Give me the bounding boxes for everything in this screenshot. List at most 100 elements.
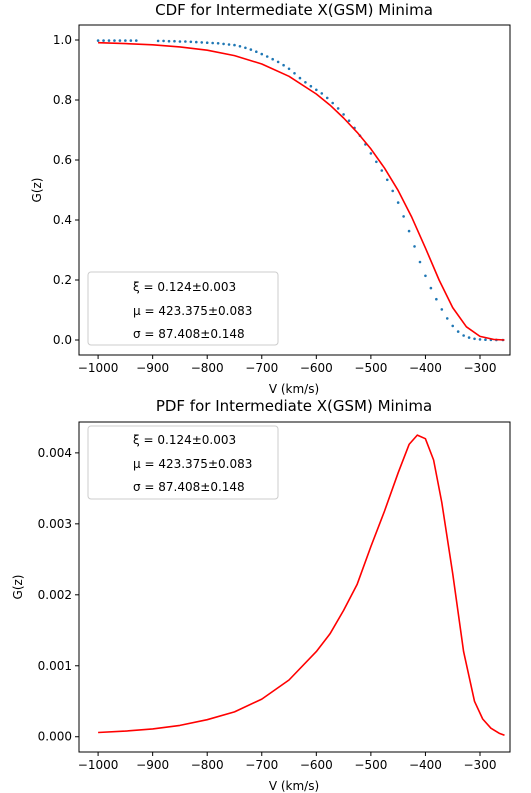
cdf-data-point: [178, 40, 182, 43]
cdf-data-point: [440, 308, 444, 311]
cdf-ytick-label: 0.8: [53, 93, 72, 107]
cdf-legend: ξ = 0.124±0.003 μ = 423.375±0.083 σ = 87…: [87, 271, 279, 346]
cdf-data-point: [216, 42, 220, 45]
cdf-data-point: [282, 63, 285, 67]
cdf-data-point: [271, 57, 274, 61]
cdf-data-point: [249, 48, 253, 51]
pdf-xtick-label: −700: [245, 758, 278, 772]
cdf-data-point: [129, 39, 133, 42]
cdf-data-point: [96, 39, 100, 42]
cdf-data-point: [107, 39, 111, 42]
cdf-data-point: [211, 41, 214, 45]
cdf-data-point: [173, 39, 176, 43]
cdf-data-point: [167, 39, 171, 43]
pdf-legend: ξ = 0.124±0.003 μ = 423.375±0.083 σ = 87…: [87, 425, 279, 500]
cdf-data-point: [418, 260, 422, 264]
pdf-fit-line: [98, 434, 505, 737]
pdf-legend-box: [87, 425, 279, 500]
cdf-data-point: [375, 160, 378, 164]
cdf-data-point: [255, 50, 258, 53]
cdf-xtick-label: −800: [191, 361, 224, 375]
pdf-ylabel: G(z): [11, 575, 25, 600]
cdf-data-point: [336, 107, 340, 110]
cdf-ylabel: G(z): [30, 178, 44, 203]
cdf-data-point: [194, 40, 198, 44]
pdf-ytick-label: 0.001: [38, 659, 72, 673]
cdf-data-point: [205, 41, 209, 44]
cdf-data-point: [113, 39, 116, 42]
cdf-ytick-label: 0.0: [53, 333, 72, 347]
cdf-data-point: [473, 337, 476, 341]
cdf-legend-box: [87, 271, 279, 346]
pdf-chart: PDF for Intermediate X(GSM) Minima −1000…: [11, 397, 511, 793]
pdf-xtick-label: −1000: [78, 758, 119, 772]
pdf-xtick-label: −400: [409, 758, 442, 772]
pdf-ytick-label: 0.000: [38, 730, 72, 744]
cdf-data-point: [162, 39, 165, 43]
cdf-data-point: [402, 215, 405, 218]
pdf-legend-entry-mu: μ = 423.375±0.083: [133, 457, 252, 471]
cdf-xtick-label: −700: [245, 361, 278, 375]
cdf-ytick-label: 1.0: [53, 33, 72, 47]
cdf-ytick-label: 0.2: [53, 273, 72, 287]
cdf-data-point: [222, 42, 225, 46]
cdf-data-point: [265, 55, 269, 58]
cdf-data-point: [287, 67, 291, 71]
cdf-data-point: [331, 101, 334, 105]
cdf-xtick-label: −300: [464, 361, 497, 375]
cdf-data-point: [238, 45, 242, 48]
cdf-data-point: [227, 43, 231, 46]
cdf-data-point: [293, 72, 296, 75]
pdf-xlabel: V (km/s): [269, 779, 319, 793]
cdf-data-point: [244, 46, 247, 50]
cdf-data-point: [309, 84, 313, 88]
pdf-ytick-label: 0.004: [38, 446, 72, 460]
cdf-data-point: [391, 189, 395, 193]
cdf-xtick-label: −1000: [78, 361, 119, 375]
cdf-data-point: [124, 39, 127, 42]
cdf-data-point: [298, 76, 302, 80]
cdf-data-point: [484, 338, 487, 342]
cdf-data-point: [467, 336, 471, 339]
pdf-ytick-label: 0.003: [38, 517, 72, 531]
pdf-legend-entry-sigma: σ = 87.408±0.148: [133, 480, 245, 494]
pdf-xtick-label: −800: [191, 758, 224, 772]
cdf-title: CDF for Intermediate X(GSM) Minima: [155, 1, 433, 19]
cdf-data-point: [369, 152, 373, 155]
cdf-data-point: [260, 52, 264, 56]
cdf-data-point: [435, 297, 438, 301]
pdf-ytick-label: 0.002: [38, 588, 72, 602]
cdf-data-point: [189, 40, 193, 44]
cdf-data-point: [315, 88, 318, 92]
cdf-data-point: [462, 334, 465, 337]
cdf-data-point: [134, 39, 138, 42]
cdf-data-point: [320, 92, 324, 95]
cdf-data-point: [380, 169, 384, 172]
cdf-data-point: [413, 245, 416, 248]
cdf-data-point: [233, 43, 236, 47]
cdf-data-point: [325, 96, 329, 100]
pdf-xtick-label: −500: [354, 758, 387, 772]
pdf-xtick-label: −900: [136, 758, 169, 772]
cdf-ytick-label: 0.4: [53, 213, 72, 227]
cdf-data-point: [304, 81, 307, 84]
cdf-data-point: [451, 324, 455, 328]
cdf-data-point: [156, 39, 160, 43]
cdf-legend-entry-sigma: σ = 87.408±0.148: [133, 327, 245, 341]
cdf-data-point: [347, 119, 351, 122]
pdf-xtick-label: −300: [464, 758, 497, 772]
cdf-xtick-label: −500: [354, 361, 387, 375]
cdf-ytick-label: 0.6: [53, 153, 72, 167]
cdf-data-point: [478, 338, 482, 341]
cdf-legend-entry-xi: ξ = 0.124±0.003: [133, 280, 236, 294]
cdf-xtick-label: −400: [409, 361, 442, 375]
pdf-xtick-label: −600: [300, 758, 333, 772]
cdf-data-point: [102, 39, 105, 42]
cdf-data-point: [385, 178, 389, 182]
cdf-data-point: [118, 39, 122, 42]
cdf-chart: CDF for Intermediate X(GSM) Minima −1000…: [30, 1, 511, 396]
cdf-data-point: [407, 229, 411, 233]
cdf-fit-line: [98, 41, 505, 341]
cdf-data-point: [200, 41, 204, 44]
